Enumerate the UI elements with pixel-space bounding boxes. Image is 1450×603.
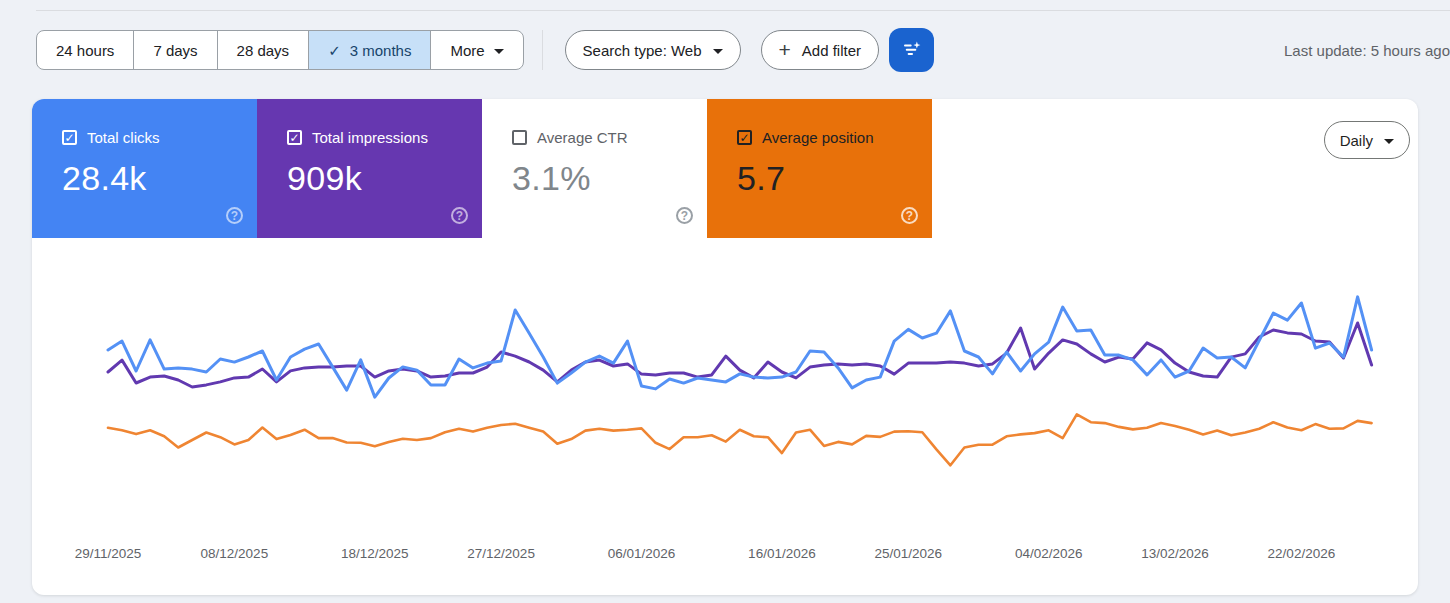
x-axis-tick-label: 16/01/2026 [748,546,816,561]
x-axis-tick-label: 04/02/2026 [1015,546,1083,561]
date-range-28-days[interactable]: 28 days [217,31,309,69]
date-range-3-months-selected[interactable]: ✓ 3 months [308,31,430,69]
granularity-label: Daily [1340,132,1373,149]
performance-panel: ✓ Total clicks 28.4k ? ✓ Total impressio… [32,99,1418,595]
date-range-label: More [450,42,484,59]
smart-filter-button[interactable] [889,28,934,72]
date-range-label: 24 hours [56,42,114,59]
checkmark-icon: ✓ [328,43,341,58]
metric-value: 909k [287,159,482,198]
plus-icon: + [779,39,791,60]
date-range-more-dropdown[interactable]: More [430,31,522,69]
checkbox-unchecked-icon[interactable] [512,130,527,145]
average-position-line [108,414,1372,465]
metric-card-total-impressions[interactable]: ✓ Total impressions 909k ? [257,99,482,238]
x-axis-tick-label: 25/01/2026 [874,546,942,561]
search-type-label: Search type: Web [583,42,702,59]
chevron-down-icon [1384,139,1394,144]
x-axis-tick-label: 06/01/2026 [608,546,676,561]
metric-value: 28.4k [62,159,257,198]
metric-label: Average position [762,129,873,146]
filter-sparkle-icon [900,39,923,62]
help-icon[interactable]: ? [901,207,918,224]
date-range-button-group: 24 hours 7 days 28 days ✓ 3 months More [36,30,524,70]
metric-label: Average CTR [537,129,628,146]
help-icon[interactable]: ? [226,207,243,224]
date-range-7-days[interactable]: 7 days [133,31,216,69]
x-axis-tick-label: 29/11/2025 [75,546,142,561]
date-range-label: 28 days [237,42,290,59]
metric-card-total-clicks[interactable]: ✓ Total clicks 28.4k ? [32,99,257,238]
metric-value: 3.1% [512,159,707,198]
toolbar: 24 hours 7 days 28 days ✓ 3 months More … [36,30,1450,70]
x-axis-tick-label: 18/12/2025 [341,546,409,561]
checkbox-checked-icon[interactable]: ✓ [737,130,752,145]
metric-label: Total impressions [312,129,428,146]
top-divider [36,10,1450,11]
metric-label: Total clicks [87,129,160,146]
granularity-dropdown[interactable]: Daily [1324,121,1410,159]
metric-card-average-ctr[interactable]: Average CTR 3.1% ? [482,99,707,238]
help-icon[interactable]: ? [451,207,468,224]
total-clicks-line [108,297,1372,397]
x-axis-tick-label: 08/12/2025 [201,546,269,561]
checkbox-checked-icon[interactable]: ✓ [287,130,302,145]
chevron-down-icon [713,49,723,54]
x-axis-tick-label: 27/12/2025 [467,546,535,561]
metric-cards: ✓ Total clicks 28.4k ? ✓ Total impressio… [32,99,1418,238]
date-range-label: 3 months [350,42,412,59]
checkbox-checked-icon[interactable]: ✓ [62,130,77,145]
add-filter-button[interactable]: + Add filter [761,30,879,70]
help-icon[interactable]: ? [676,207,693,224]
add-filter-label: Add filter [802,42,861,59]
metric-value: 5.7 [737,159,932,198]
x-axis-tick-label: 13/02/2026 [1141,546,1209,561]
date-range-label: 7 days [153,42,197,59]
last-update-text: Last update: 5 hours ago [1284,42,1450,59]
chevron-down-icon [494,49,504,54]
total-impressions-line [108,323,1372,387]
toolbar-divider [542,30,543,70]
metric-card-average-position[interactable]: ✓ Average position 5.7 ? [707,99,932,238]
x-axis-tick-label: 22/02/2026 [1268,546,1336,561]
search-type-dropdown[interactable]: Search type: Web [565,30,741,70]
date-range-24-hours[interactable]: 24 hours [37,31,133,69]
